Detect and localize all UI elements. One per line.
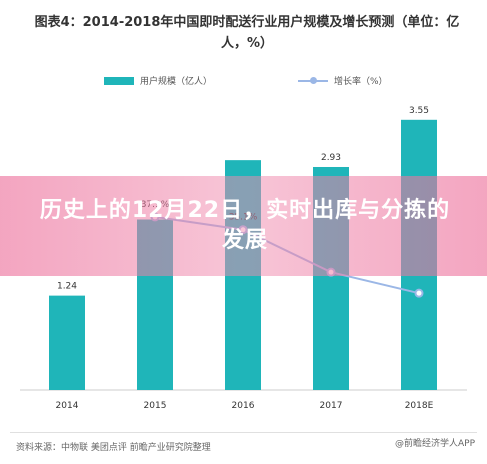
banner-headline: 历史上的12月22日，实时出库与分拣的发展 (39, 198, 451, 253)
chart-legend: 用户规模（亿人） 增长率（%） (0, 74, 487, 94)
bar-label-2018E: 3.55 (409, 106, 429, 116)
legend-swatch-line (298, 76, 328, 84)
x-tick-2018E: 2018E (405, 401, 434, 411)
x-tick-2015: 2015 (144, 401, 167, 411)
chart-title: 图表4：2014-2018年中国即时配送行业用户规模及增长预测（单位：亿人，%） (34, 15, 460, 51)
legend-label-line: 增长率（%） (334, 77, 388, 87)
overlay-banner (0, 176, 487, 276)
bar-2014 (49, 295, 85, 390)
growth-point-2018E (414, 288, 424, 298)
x-tick-2017: 2017 (320, 401, 343, 411)
x-tick-2016: 2016 (232, 401, 255, 411)
legend-item-bars: 用户规模（亿人） (104, 74, 212, 87)
brand-note: @前瞻经济学人APP (394, 439, 475, 449)
bar-label-2017: 2.93 (321, 153, 341, 163)
bar-label-2014: 1.24 (57, 282, 77, 292)
footer-divider (10, 432, 477, 433)
source-note: 资料来源：中物联 美团点评 前瞻产业研究院整理 (16, 443, 211, 453)
legend-item-line: 增长率（%） (298, 74, 388, 87)
legend-label-bars: 用户规模（亿人） (140, 77, 213, 87)
legend-swatch-bars (104, 76, 134, 85)
x-tick-2014: 2014 (56, 401, 79, 411)
